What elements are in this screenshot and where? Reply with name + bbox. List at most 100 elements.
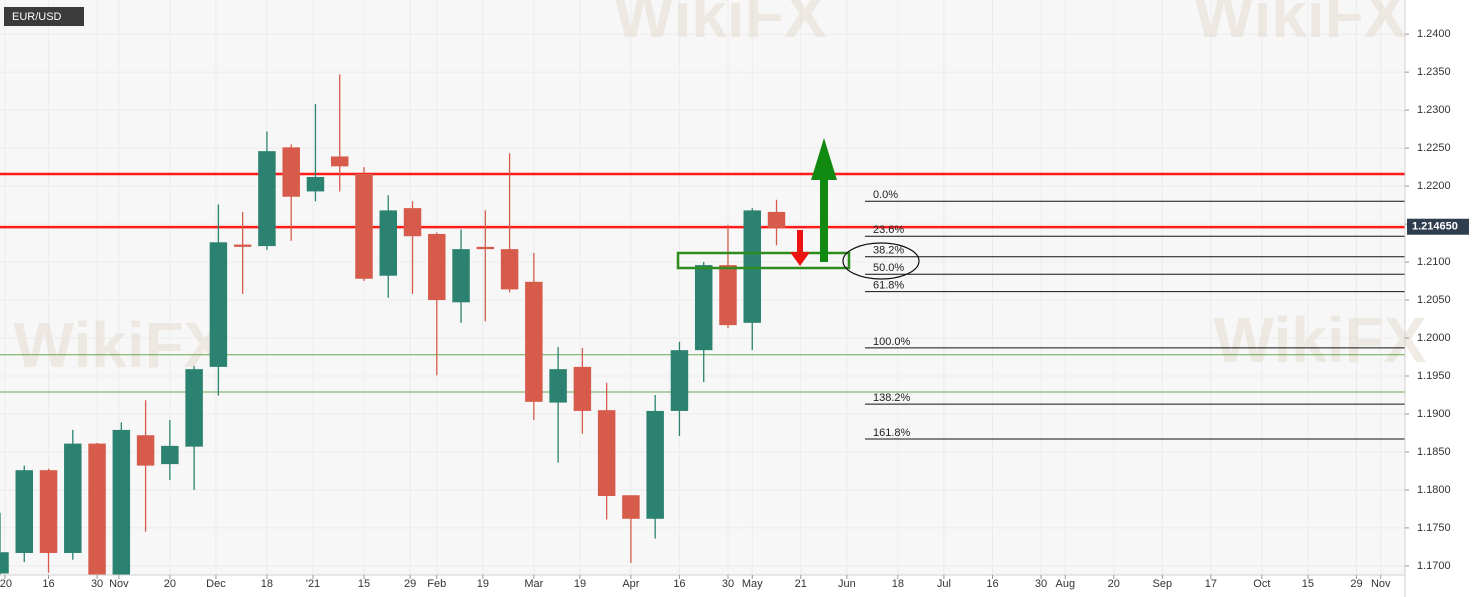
candle-body [379, 210, 397, 276]
candle-body [403, 208, 422, 237]
candle-body [670, 350, 689, 411]
y-tick-label: 1.1850 [1417, 446, 1451, 458]
x-tick-label: Sep [1153, 578, 1173, 590]
watermark: WikiFX [14, 309, 227, 381]
candle-body [161, 445, 179, 465]
candle-body [355, 173, 373, 279]
x-tick-label: Jul [937, 578, 951, 590]
y-tick-label: 1.2100 [1417, 256, 1451, 268]
x-tick-label: Nov [1371, 578, 1391, 590]
y-tick-label: 1.1950 [1417, 370, 1451, 382]
x-tick-label: 20 [1108, 578, 1120, 590]
candle-body [233, 244, 252, 247]
x-tick-label: 19 [477, 578, 489, 590]
fib-label: 0.0% [873, 189, 898, 201]
x-tick-label: 15 [358, 578, 370, 590]
y-tick-label: 1.2250 [1417, 142, 1451, 154]
down-arrow [790, 230, 810, 266]
x-tick-label: Nov [109, 578, 129, 590]
candle-body [646, 410, 664, 519]
y-tick-label: 1.2350 [1417, 66, 1451, 78]
candle-body [549, 369, 567, 403]
x-tick-label: 21 [795, 578, 807, 590]
watermark: WikiFX [614, 0, 827, 51]
x-tick-label: 20 [164, 578, 176, 590]
x-tick-label: 30 [91, 578, 103, 590]
watermarks: WikiFX WikiFX WikiFX WikiFX [14, 0, 1427, 381]
x-tick-label: Aug [1055, 578, 1075, 590]
candle-body [719, 265, 737, 326]
candle-body [282, 147, 300, 197]
y-tick-label: 1.1900 [1417, 408, 1451, 420]
watermark: WikiFX [1194, 0, 1407, 51]
candle-body [500, 249, 519, 290]
y-tick-label: 1.1700 [1417, 560, 1451, 572]
fib-label: 100.0% [873, 336, 911, 348]
annotations [676, 138, 920, 280]
candle-body [452, 249, 470, 303]
x-tick-label: Oct [1253, 578, 1270, 590]
candle-body [88, 443, 106, 575]
up-arrow [811, 138, 837, 262]
x-tick-label: Feb [427, 578, 446, 590]
candle-body [330, 156, 349, 167]
fib-label: 138.2% [873, 392, 911, 404]
candle-body [39, 470, 58, 553]
candle-body [694, 265, 713, 351]
candle-body [64, 443, 82, 553]
plot-area: 0.0% 23.6% 38.2% 50.0% 61.8% 100.0% 138.2% 161.… [0, 74, 1405, 575]
x-tick-label: 16 [673, 578, 685, 590]
x-tick-label: '21 [306, 578, 320, 590]
candle-body [209, 242, 228, 367]
y-tick-label: 1.2200 [1417, 180, 1451, 192]
candle-body [622, 495, 640, 519]
x-tick-label: 16 [986, 578, 998, 590]
x-tick-label: 17 [1205, 578, 1217, 590]
x-tick-label: 29 [404, 578, 416, 590]
fib-label: 38.2% [873, 245, 904, 257]
y-tick-label: 1.2050 [1417, 294, 1451, 306]
last-price-label: 1.214650 [1412, 221, 1458, 233]
x-tick-label: Apr [622, 578, 639, 590]
x-tick-label: Jun [838, 578, 856, 590]
zone-box [676, 251, 851, 270]
x-tick-label: Dec [206, 578, 226, 590]
y-tick-label: 1.2400 [1417, 28, 1451, 40]
highlight-ellipse [842, 242, 920, 280]
last-price-tag [1407, 218, 1469, 235]
candle-body [476, 246, 495, 250]
candle-body [15, 470, 34, 553]
y-tick-label: 1.2300 [1417, 104, 1451, 116]
candle-body [112, 429, 131, 575]
candle-body [306, 176, 325, 192]
candle-body [136, 435, 155, 466]
watermark: WikiFX [1214, 304, 1427, 376]
fib-label: 23.6% [873, 224, 904, 236]
candle-body [573, 366, 592, 411]
x-tick-label: May [742, 578, 763, 590]
candle-body [743, 210, 761, 323]
x-tick-label: 30 [1035, 578, 1047, 590]
x-tick-label: 29 [1350, 578, 1362, 590]
candle-body [185, 369, 203, 447]
axes: 1.24001.23501.23001.22501.22001.21501.21… [0, 28, 1469, 590]
x-tick-label: 15 [1302, 578, 1314, 590]
candle-body [258, 151, 276, 247]
candle-body [0, 552, 9, 574]
fib-label: 50.0% [873, 262, 904, 274]
x-tick-label: 18 [892, 578, 904, 590]
x-tick-label: 19 [574, 578, 586, 590]
y-tick-label: 1.1800 [1417, 484, 1451, 496]
candle-body [525, 281, 543, 402]
y-tick-label: 1.2000 [1417, 332, 1451, 344]
fib-label: 61.8% [873, 280, 904, 292]
candle-body [597, 410, 616, 497]
candle-body [428, 233, 446, 301]
candle-body [767, 211, 786, 228]
symbol-label: EUR/USD [12, 11, 62, 23]
x-tick-label: 30 [722, 578, 734, 590]
fib-label: 161.8% [873, 427, 911, 439]
x-tick-label: '20 [0, 578, 12, 590]
